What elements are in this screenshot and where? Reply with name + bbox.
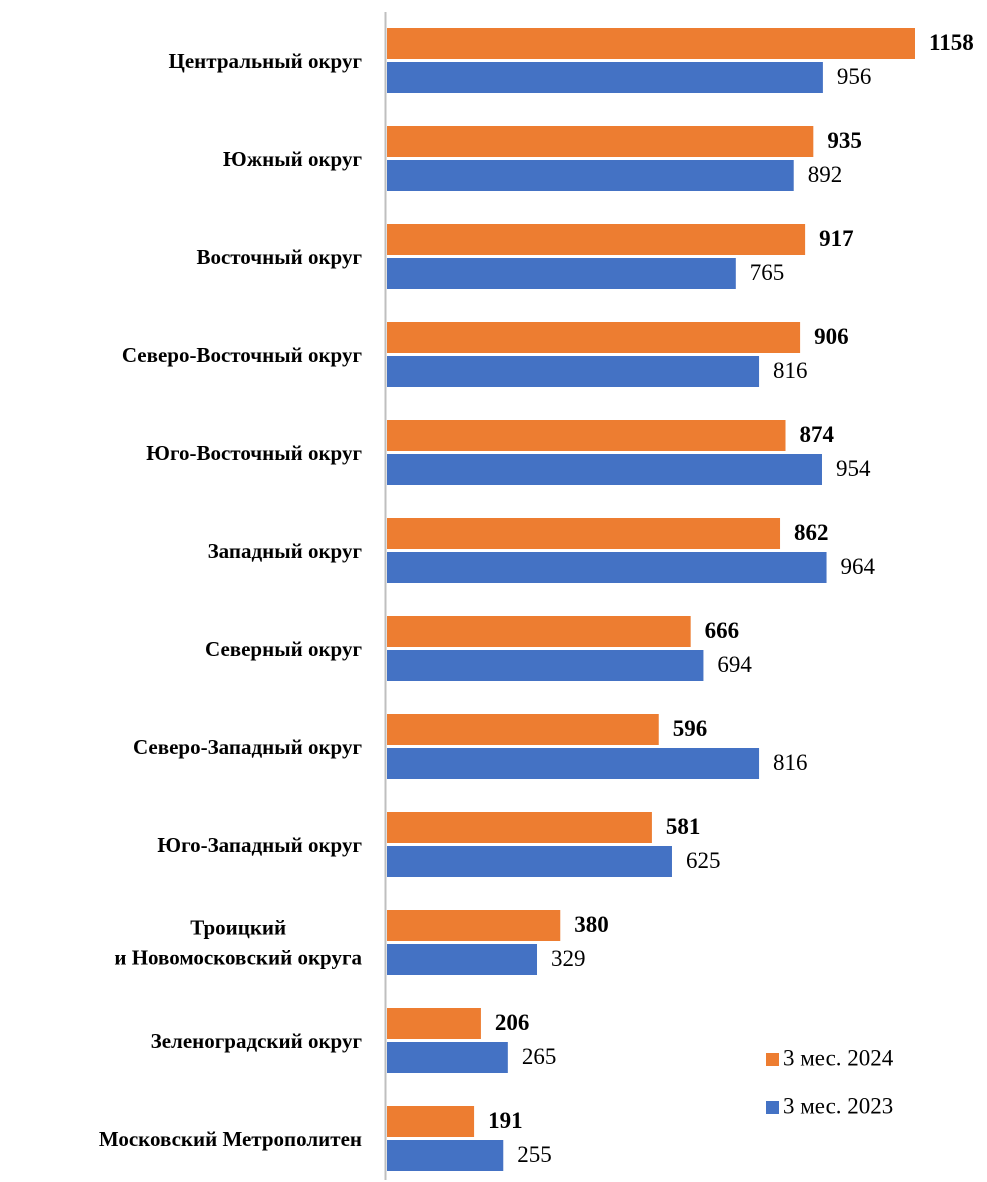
bar [387,944,538,975]
value-label: 329 [551,946,586,971]
value-label: 816 [773,750,808,775]
value-label: 906 [814,324,849,349]
bar [387,518,781,549]
category-label: Зеленоградский округ [150,1028,362,1053]
value-label: 581 [666,814,701,839]
bar [387,846,672,877]
legend-label: 3 мес. 2024 [783,1045,894,1070]
category-label: Юго-Восточный округ [146,440,362,465]
bar [387,1042,508,1073]
bar [387,748,760,779]
bar [387,322,801,353]
value-label: 964 [841,554,876,579]
category-label: Северо-Восточный округ [121,342,362,367]
value-label: 596 [673,716,708,741]
category-label: Троицкий и Новомосковский округа [114,915,362,970]
value-label: 1158 [929,30,974,55]
category-label: Южный округ [222,146,362,171]
bar [387,616,691,647]
value-label: 255 [517,1142,552,1167]
bar [387,356,760,387]
bar [387,420,786,451]
value-label: 892 [808,162,843,187]
legend-swatch [766,1053,779,1066]
value-label: 206 [495,1010,530,1035]
bar [387,714,659,745]
bar [387,258,736,289]
value-label: 380 [574,912,609,937]
value-label: 954 [836,456,871,481]
bar [387,224,806,255]
category-label: Юго-Западный округ [157,832,362,857]
legend-swatch [766,1101,779,1114]
category-label: Западный округ [207,538,362,563]
bar [387,28,915,59]
value-label: 862 [794,520,829,545]
value-label: 917 [819,226,854,251]
category-label: Северный округ [205,636,362,661]
bar [387,62,823,93]
category-label: Северо-Западный округ [133,734,362,759]
value-label: 935 [827,128,862,153]
bar [387,1106,475,1137]
value-label: 694 [717,652,752,677]
bar [387,454,822,485]
bar [387,552,827,583]
legend-label: 3 мес. 2023 [783,1093,893,1118]
value-label: 625 [686,848,721,873]
category-label: Восточный округ [196,244,362,269]
bar [387,812,652,843]
bar [387,126,814,157]
value-label: 816 [773,358,808,383]
category-label: Центральный округ [168,48,362,73]
bar [387,910,561,941]
value-label: 265 [522,1044,557,1069]
value-label: 956 [837,64,872,89]
bar [387,1140,504,1171]
value-label: 874 [800,422,835,447]
category-label: Московский Метрополитен [98,1126,362,1151]
bar [387,1008,481,1039]
bar [387,650,704,681]
value-label: 666 [705,618,740,643]
value-label: 191 [488,1108,523,1133]
bar [387,160,794,191]
value-label: 765 [750,260,785,285]
